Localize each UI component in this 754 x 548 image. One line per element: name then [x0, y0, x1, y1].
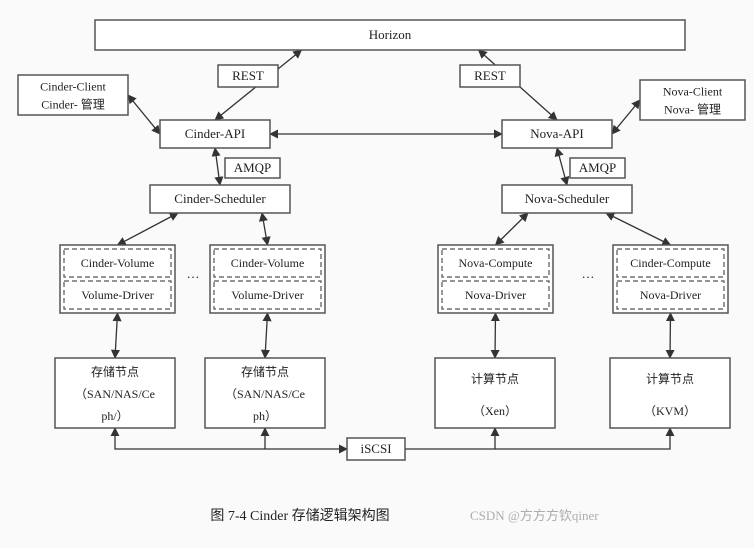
node-label: Cinder-Scheduler [174, 191, 266, 206]
node-label: Horizon [369, 27, 412, 42]
node-line: （SAN/NAS/Ce [225, 387, 305, 401]
node-line: ph） [253, 409, 277, 423]
node-sn1: 存储节点 （SAN/NAS/Ce ph/） [55, 358, 175, 428]
node-amqp_r: AMQP [570, 158, 625, 178]
node-line: （KVM） [644, 404, 696, 418]
node-label: AMQP [234, 160, 272, 175]
node-line: Nova- 管理 [664, 102, 721, 117]
node-cn1: 计算节点 （Xen） [435, 358, 555, 428]
node-cv2: Cinder-Volume Volume-Driver [210, 245, 325, 313]
node-nova_client: Nova-Client Nova- 管理 [640, 80, 745, 120]
edge [495, 313, 496, 358]
node-nc1: Nova-Compute Nova-Driver [438, 245, 553, 313]
node-sn2: 存储节点 （SAN/NAS/Ce ph） [205, 358, 325, 428]
node-nova_api: Nova-API [502, 120, 612, 148]
inner-bot-label: Nova-Driver [465, 288, 526, 302]
node-cinder_client: Cinder-Client Cinder- 管理 [18, 75, 128, 115]
inner-top-label: Cinder-Volume [231, 256, 305, 270]
node-line: 计算节点 [646, 371, 694, 386]
inner-top-label: Cinder-Volume [81, 256, 155, 270]
node-line: 存储节点 [91, 364, 139, 379]
node-cinder_api: Cinder-API [160, 120, 270, 148]
node-line: Cinder-Client [40, 79, 106, 93]
inner-bot-label: Volume-Driver [81, 288, 153, 302]
node-label: Nova-Scheduler [525, 191, 610, 206]
ellipsis-0: … [187, 266, 200, 281]
inner-bot-label: Nova-Driver [640, 288, 701, 302]
node-nc2: Cinder-Compute Nova-Driver [613, 245, 728, 313]
node-iscsi: iSCSI [347, 438, 405, 460]
node-rest_r: REST [460, 65, 520, 87]
watermark: CSDN @方方方钦qiner [470, 508, 599, 523]
ellipsis-1: … [582, 266, 595, 281]
node-cinder_sched: Cinder-Scheduler [150, 185, 290, 213]
node-line: （Xen） [473, 404, 517, 418]
node-label: REST [474, 68, 506, 83]
node-label: Nova-API [530, 126, 583, 141]
inner-top-label: Cinder-Compute [630, 256, 710, 270]
node-line: 计算节点 [471, 371, 519, 386]
node-cn2: 计算节点 （KVM） [610, 358, 730, 428]
edge [670, 313, 671, 358]
inner-bot-label: Volume-Driver [231, 288, 303, 302]
node-line: （SAN/NAS/Ce [75, 387, 155, 401]
node-amqp_l: AMQP [225, 158, 280, 178]
inner-top-label: Nova-Compute [459, 256, 533, 270]
node-label: iSCSI [360, 441, 391, 456]
figure-caption: 图 7-4 Cinder 存储逻辑架构图 [210, 508, 389, 524]
node-label: AMQP [579, 160, 617, 175]
node-horizon: Horizon [95, 20, 685, 50]
node-nova_sched: Nova-Scheduler [502, 185, 632, 213]
node-line: ph/） [101, 409, 128, 423]
node-label: REST [232, 68, 264, 83]
node-rest_l: REST [218, 65, 278, 87]
node-line: Nova-Client [663, 84, 723, 98]
node-line: 存储节点 [241, 364, 289, 379]
node-cv1: Cinder-Volume Volume-Driver [60, 245, 175, 313]
node-label: Cinder-API [185, 126, 245, 141]
node-line: Cinder- 管理 [41, 97, 104, 112]
